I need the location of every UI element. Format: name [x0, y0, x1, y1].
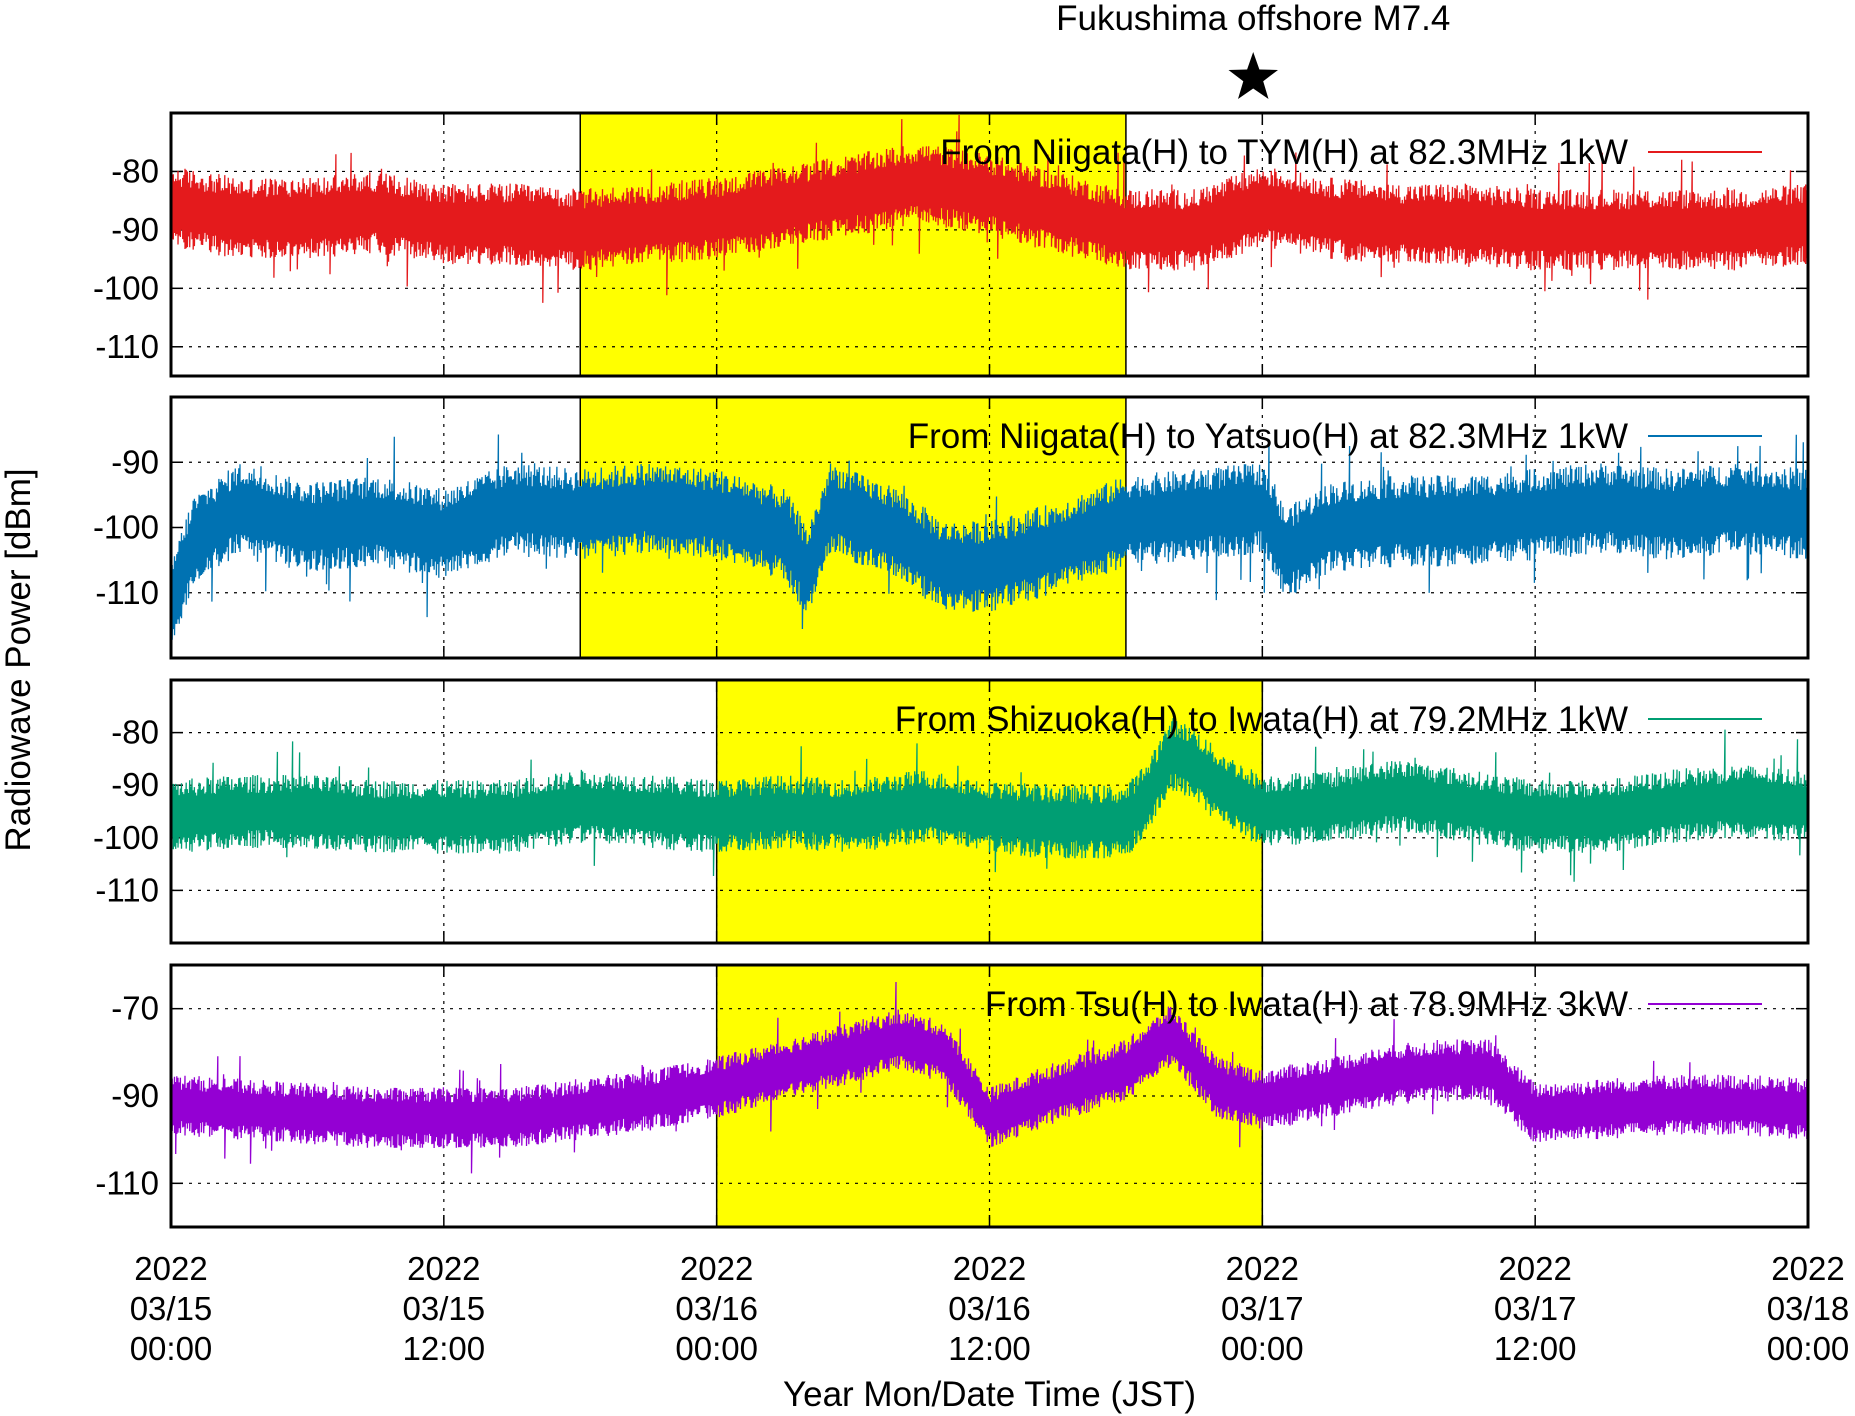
panel-1: -80 -90 -100 -110 From Niigata(H) to TYM(H) … [93, 111, 1810, 378]
x-axis-label: Year Mon/Date Time (JST) [783, 1375, 1196, 1414]
y-tick-label: -100 [93, 269, 159, 306]
y-tick-label: -90 [111, 211, 159, 248]
panel-frame [169, 678, 1810, 945]
y-tick-label: -110 [95, 574, 159, 611]
y-tick-label: -110 [95, 871, 159, 908]
panels-layer: -80 -90 -100 -110 From Niigata(H) to TYM(H) … [93, 111, 1810, 1229]
panel-frame [169, 395, 1810, 660]
star-icon [1228, 52, 1278, 99]
y-tick-label: -100 [93, 509, 159, 546]
panel-frame [169, 111, 1810, 378]
legend-label: From Tsu(H) to Iwata(H) at 78.9MHz 3kW [985, 985, 1628, 1024]
series-line-1 [170, 114, 1809, 303]
y-tick-label: -90 [111, 1077, 159, 1114]
y-tick-label: -70 [111, 990, 159, 1027]
x-tick-label: 2022 03/16 00:00 [675, 1250, 758, 1367]
series-line-2 [170, 434, 1809, 646]
series-line-4 [170, 981, 1809, 1174]
x-tick-label: 2022 03/17 12:00 [1494, 1250, 1577, 1367]
panel-3: -80 -90 -100 -110 From Shizuoka(H) to Iwata(… [93, 678, 1810, 945]
panel-4: -70 -90 -110 From Tsu(H) to Iwata(H) at 78.… [95, 963, 1810, 1229]
x-tick-label: 2022 03/16 12:00 [948, 1250, 1031, 1367]
x-tick-labels: 2022 03/15 00:00 2022 03/15 12:00 2022 03/16 00:… [130, 1250, 1850, 1367]
annotation-label: Fukushima offshore M7.4 [1056, 0, 1450, 38]
series-line-3 [170, 718, 1809, 882]
y-tick-label: -110 [95, 328, 159, 365]
y-tick-label: -80 [111, 714, 159, 751]
y-tick-label: -80 [111, 152, 159, 189]
x-tick-label: 2022 03/15 12:00 [403, 1250, 486, 1367]
legend-label: From Niigata(H) to Yatsuo(H) at 82.3MHz … [908, 417, 1628, 456]
y-tick-label: -100 [93, 819, 159, 856]
legend-label: From Shizuoka(H) to Iwata(H) at 79.2MHz … [895, 700, 1628, 739]
legend-label: From Niigata(H) to TYM(H) at 82.3MHz 1kW [940, 133, 1628, 172]
y-tick-label: -90 [111, 443, 159, 480]
y-tick-label: -90 [111, 766, 159, 803]
earthquake-annotation: Fukushima offshore M7.4 [1056, 0, 1450, 99]
y-axis-label: Radiowave Power [dBm] [0, 468, 38, 851]
x-tick-label: 2022 03/15 00:00 [130, 1250, 213, 1367]
x-tick-label: 2022 03/17 00:00 [1221, 1250, 1304, 1367]
y-tick-label: -110 [95, 1164, 159, 1201]
x-tick-label: 2022 03/18 00:00 [1767, 1250, 1850, 1367]
panel-frame [169, 963, 1810, 1229]
panel-2: -90 -100 -110 From Niigata(H) to Yatsuo(H) … [93, 395, 1810, 660]
